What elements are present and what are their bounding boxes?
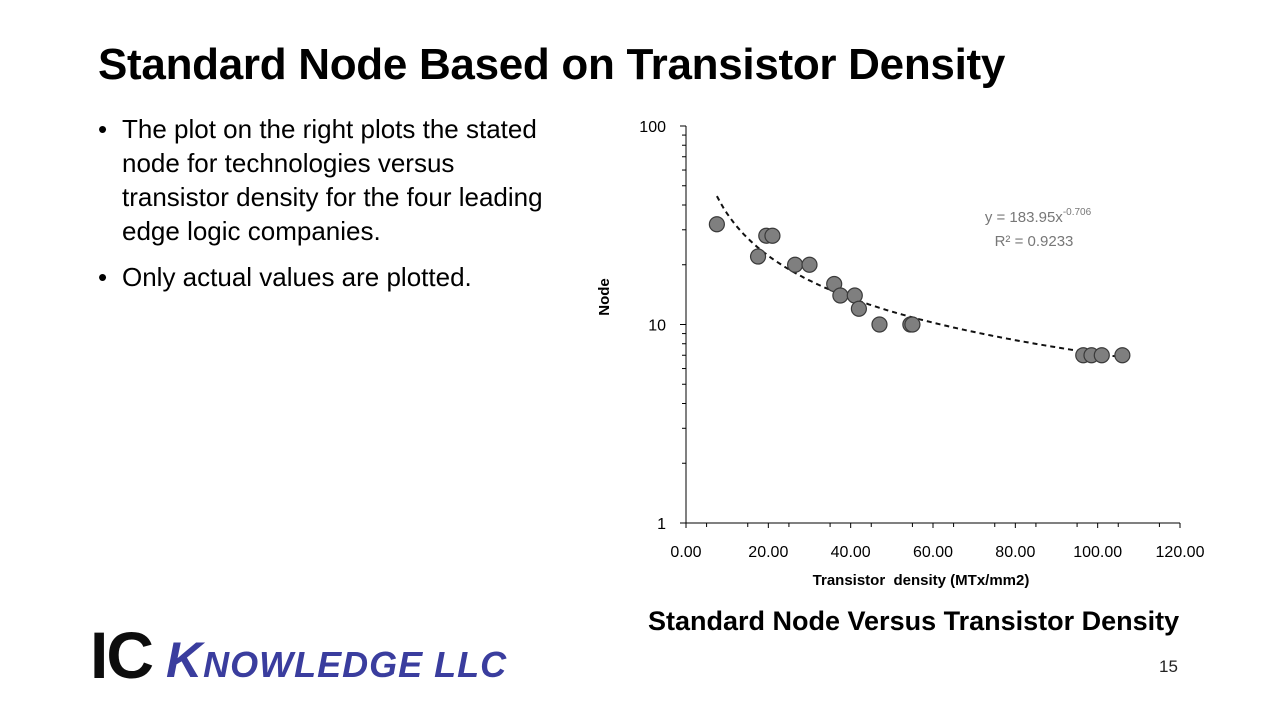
- logo-knowledge-initial: K: [166, 632, 204, 688]
- data-point: [904, 316, 921, 333]
- x-tick-label: 20.00: [748, 544, 788, 561]
- x-tick-label: 100.00: [1073, 544, 1122, 561]
- x-tick-label: 40.00: [831, 544, 871, 561]
- bullet-text: Only actual values are plotted.: [122, 262, 472, 292]
- data-point: [749, 248, 767, 265]
- bullet-list: • The plot on the right plots the stated …: [96, 112, 546, 306]
- logo-ic: IC: [90, 618, 154, 692]
- logo-knowledge-rest: NOWLEDGE LLC: [203, 644, 508, 685]
- x-tick-label: 120.00: [1156, 544, 1205, 561]
- data-point: [832, 287, 849, 304]
- bullet-dot: •: [98, 262, 108, 292]
- data-point: [708, 216, 725, 233]
- page-number: 15: [1159, 657, 1178, 676]
- x-tick-label: 60.00: [913, 544, 953, 561]
- ticks-layer: 0.00 20.00 40.00 60.00 80.00 100.00 120.00 1 10 1…: [639, 119, 1204, 561]
- y-tick-label: 1: [657, 516, 666, 533]
- bullet-item: • The plot on the right plots the stated …: [96, 112, 546, 248]
- trendline-equation: y = 183.95x-0.706: [985, 207, 1092, 226]
- data-point: [871, 316, 888, 333]
- bullet-item: • Only actual values are plotted.: [96, 260, 546, 294]
- bullet-dot: •: [98, 114, 108, 144]
- data-point: [801, 256, 818, 273]
- x-axis-title: Transistor density (MTx/mm2): [813, 572, 1030, 589]
- data-point: [1093, 347, 1110, 364]
- y-axis-title: Node: [596, 278, 613, 316]
- equation-base: y = 183.95x: [985, 209, 1063, 226]
- data-point: [846, 287, 863, 304]
- y-tick-label: 100: [639, 119, 666, 136]
- x-tick-label: 0.00: [670, 544, 701, 561]
- data-point: [1114, 347, 1131, 364]
- y-tick-label: 10: [648, 318, 666, 335]
- logo-knowledge: KNOWLEDGE LLC: [166, 635, 508, 687]
- equation-exponent: -0.706: [1063, 207, 1092, 218]
- data-point: [786, 256, 804, 273]
- slide-title: Standard Node Based on Transistor Densit…: [98, 40, 1006, 89]
- chart-caption: Standard Node Versus Transistor Density: [648, 606, 1180, 636]
- x-tick-label: 80.00: [995, 544, 1035, 561]
- trendline-r-squared: R² = 0.9233: [995, 233, 1074, 250]
- points-layer: [708, 216, 1131, 364]
- data-point: [764, 227, 781, 244]
- bullet-text: The plot on the right plots the stated n…: [122, 114, 543, 246]
- trendline: [716, 195, 1123, 359]
- data-point: [850, 300, 868, 317]
